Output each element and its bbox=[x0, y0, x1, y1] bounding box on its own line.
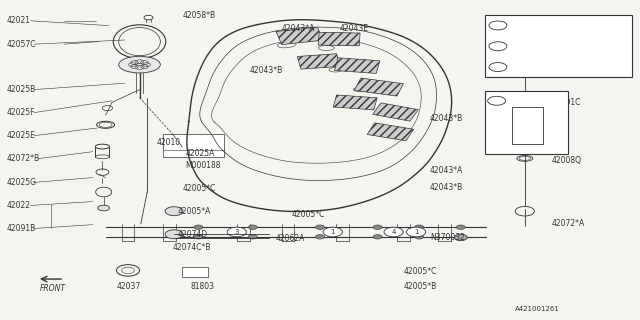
Text: A421001261: A421001261 bbox=[515, 306, 560, 312]
FancyBboxPatch shape bbox=[335, 58, 380, 73]
Circle shape bbox=[489, 21, 507, 30]
Circle shape bbox=[316, 225, 324, 229]
FancyBboxPatch shape bbox=[163, 134, 224, 157]
Circle shape bbox=[456, 225, 465, 229]
Text: 42074C*B: 42074C*B bbox=[173, 243, 211, 252]
Ellipse shape bbox=[510, 111, 540, 134]
FancyBboxPatch shape bbox=[276, 27, 323, 44]
FancyBboxPatch shape bbox=[512, 107, 543, 144]
Circle shape bbox=[165, 230, 183, 239]
Text: C)092310503(3): C)092310503(3) bbox=[516, 22, 573, 29]
Text: 42075AI: 42075AI bbox=[516, 64, 545, 70]
Text: 42043*B: 42043*B bbox=[250, 66, 283, 75]
Circle shape bbox=[543, 111, 549, 115]
Circle shape bbox=[373, 225, 382, 229]
FancyBboxPatch shape bbox=[367, 123, 413, 141]
Text: 42025G: 42025G bbox=[6, 178, 36, 187]
Circle shape bbox=[520, 42, 529, 46]
FancyBboxPatch shape bbox=[372, 103, 419, 121]
Text: 81803: 81803 bbox=[191, 282, 215, 291]
Circle shape bbox=[144, 15, 153, 20]
Circle shape bbox=[489, 42, 507, 51]
Circle shape bbox=[373, 235, 382, 239]
Text: 42043*B: 42043*B bbox=[430, 114, 463, 123]
FancyBboxPatch shape bbox=[333, 95, 377, 110]
Text: 42025F: 42025F bbox=[6, 108, 35, 117]
Circle shape bbox=[522, 102, 528, 105]
Circle shape bbox=[194, 225, 203, 229]
Circle shape bbox=[194, 235, 203, 239]
FancyBboxPatch shape bbox=[485, 91, 568, 154]
Text: 42072*B: 42072*B bbox=[6, 154, 40, 163]
Text: 42005*C: 42005*C bbox=[182, 184, 216, 193]
Text: 3: 3 bbox=[494, 98, 499, 104]
Text: 42072*A: 42072*A bbox=[552, 219, 585, 228]
Text: 2: 2 bbox=[496, 43, 500, 49]
Circle shape bbox=[165, 207, 183, 216]
Text: 1: 1 bbox=[413, 229, 419, 235]
Text: 42043*B: 42043*B bbox=[430, 183, 463, 192]
Text: 42043*A: 42043*A bbox=[282, 24, 315, 33]
FancyBboxPatch shape bbox=[182, 267, 208, 277]
Circle shape bbox=[500, 130, 507, 133]
Text: 42008Q: 42008Q bbox=[552, 156, 582, 164]
Circle shape bbox=[248, 235, 257, 239]
Text: 3: 3 bbox=[234, 229, 239, 235]
Text: 42021: 42021 bbox=[6, 16, 31, 25]
Circle shape bbox=[522, 139, 528, 142]
FancyBboxPatch shape bbox=[298, 54, 340, 69]
Text: N370032: N370032 bbox=[430, 233, 465, 242]
Circle shape bbox=[489, 62, 507, 71]
FancyBboxPatch shape bbox=[354, 78, 404, 96]
Circle shape bbox=[316, 235, 324, 239]
Text: 42025A: 42025A bbox=[186, 149, 215, 158]
Text: 42074D: 42074D bbox=[178, 230, 208, 239]
Text: 42037B: 42037B bbox=[509, 98, 536, 104]
Circle shape bbox=[454, 234, 467, 241]
Text: 42022: 42022 bbox=[6, 201, 31, 210]
Text: 42043E: 42043E bbox=[339, 24, 368, 33]
Circle shape bbox=[323, 227, 342, 237]
Text: 42025B: 42025B bbox=[6, 85, 36, 94]
Text: 4: 4 bbox=[392, 229, 396, 235]
FancyBboxPatch shape bbox=[485, 15, 632, 77]
Text: 42058*B: 42058*B bbox=[182, 12, 216, 20]
Text: 42037: 42037 bbox=[116, 282, 141, 291]
Text: 42043*A: 42043*A bbox=[430, 166, 463, 175]
Text: 42031B: 42031B bbox=[552, 40, 581, 49]
Circle shape bbox=[415, 235, 424, 239]
FancyBboxPatch shape bbox=[318, 32, 360, 46]
Text: 42005*C: 42005*C bbox=[291, 210, 324, 219]
Text: 42037F*B: 42037F*B bbox=[516, 43, 550, 49]
Text: 42010: 42010 bbox=[157, 138, 181, 147]
Ellipse shape bbox=[119, 56, 161, 73]
Text: M000188: M000188 bbox=[186, 161, 221, 170]
Text: 42005*A: 42005*A bbox=[178, 207, 211, 216]
Circle shape bbox=[488, 96, 506, 105]
Text: 42057C: 42057C bbox=[6, 40, 36, 49]
Text: 42091C: 42091C bbox=[552, 98, 581, 107]
Text: 42005*C: 42005*C bbox=[403, 267, 436, 276]
Circle shape bbox=[248, 225, 257, 229]
Text: 4: 4 bbox=[496, 64, 500, 70]
Circle shape bbox=[500, 111, 507, 115]
Circle shape bbox=[384, 227, 403, 237]
Text: 42005*B: 42005*B bbox=[403, 282, 436, 291]
Text: 42091B: 42091B bbox=[6, 224, 36, 233]
Text: FRONT: FRONT bbox=[40, 284, 65, 293]
Text: 1: 1 bbox=[495, 22, 500, 28]
Circle shape bbox=[543, 130, 549, 133]
Ellipse shape bbox=[98, 205, 109, 211]
Text: 42025E: 42025E bbox=[6, 131, 35, 140]
Text: 42062A: 42062A bbox=[275, 234, 305, 243]
Circle shape bbox=[456, 235, 465, 239]
Circle shape bbox=[406, 227, 426, 237]
Circle shape bbox=[415, 225, 424, 229]
Text: 1: 1 bbox=[330, 229, 335, 235]
Circle shape bbox=[227, 227, 246, 237]
